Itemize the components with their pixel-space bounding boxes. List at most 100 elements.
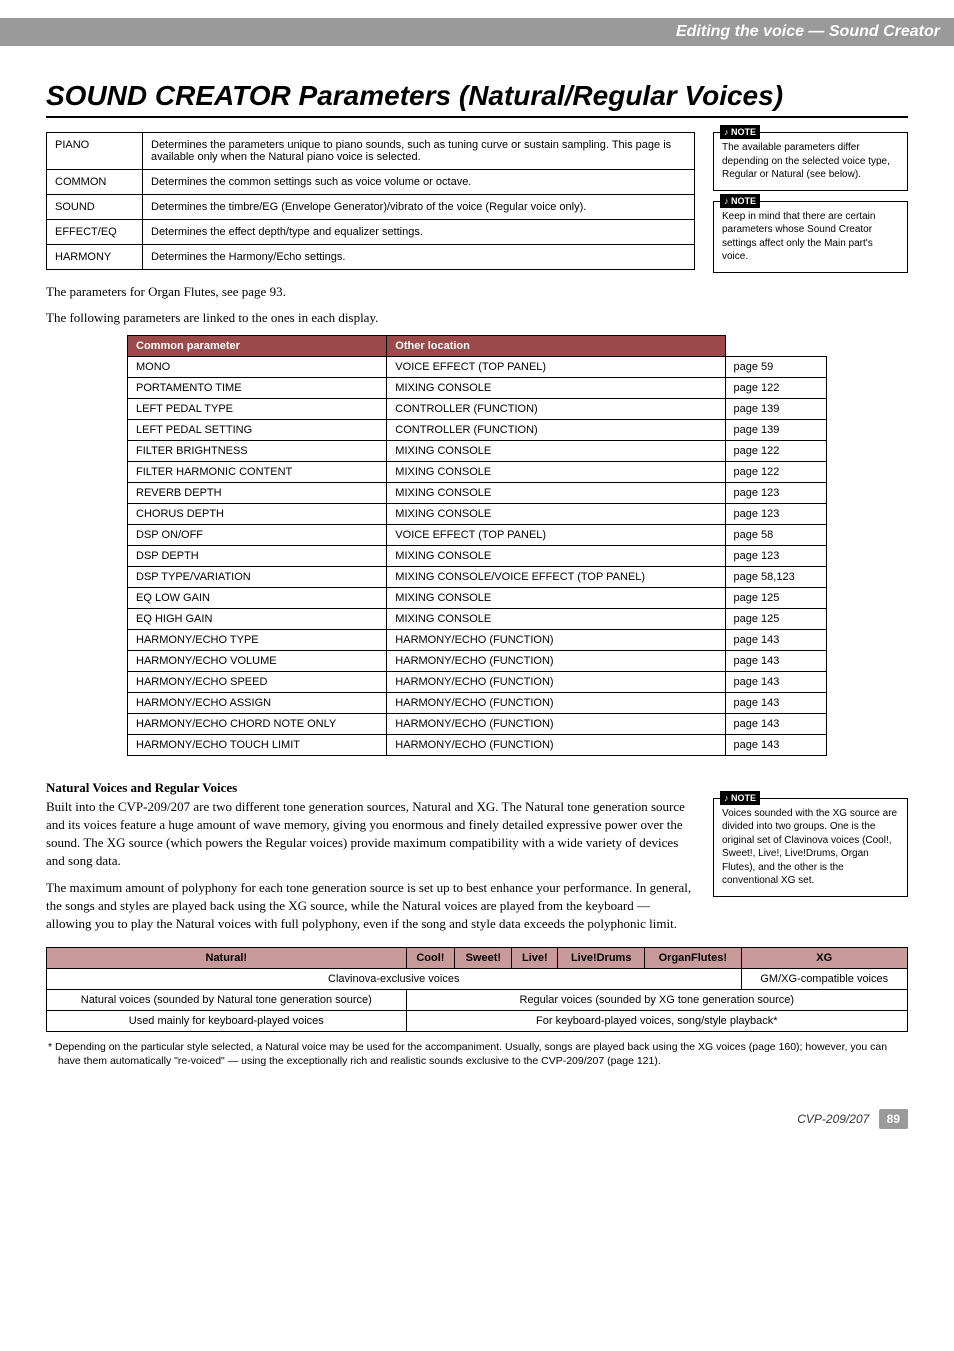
page-number: 89 <box>879 1109 908 1129</box>
linked-param: DSP ON/OFF <box>128 524 387 545</box>
voices-cell: For keyboard-played voices, song/style p… <box>406 1011 907 1032</box>
natural-body-1: Built into the CVP-209/207 are two diffe… <box>46 798 695 871</box>
linked-location: HARMONY/ECHO (FUNCTION) <box>387 713 725 734</box>
linked-table-header-blank <box>725 335 826 356</box>
linked-location: MIXING CONSOLE <box>387 503 725 524</box>
linked-param: LEFT PEDAL SETTING <box>128 419 387 440</box>
linked-page: page 143 <box>725 671 826 692</box>
voices-header: Sweet! <box>455 948 512 969</box>
linked-location: HARMONY/ECHO (FUNCTION) <box>387 692 725 713</box>
linked-table-header: Common parameter <box>128 335 387 356</box>
linked-page: page 122 <box>725 461 826 482</box>
linked-param: HARMONY/ECHO TOUCH LIMIT <box>128 734 387 755</box>
linked-page: page 125 <box>725 608 826 629</box>
linked-page: page 139 <box>725 398 826 419</box>
voices-header: Live!Drums <box>558 948 645 969</box>
note-text-3: Voices sounded with the XG source are di… <box>722 808 897 887</box>
linked-param: LEFT PEDAL TYPE <box>128 398 387 419</box>
linked-param: REVERB DEPTH <box>128 482 387 503</box>
voices-cell: Used mainly for keyboard-played voices <box>47 1011 407 1032</box>
linked-param: PORTAMENTO TIME <box>128 377 387 398</box>
linked-page: page 139 <box>725 419 826 440</box>
section-header: Editing the voice — Sound Creator <box>0 18 954 46</box>
natural-body-2: The maximum amount of polyphony for each… <box>46 879 695 934</box>
voices-header: OrganFlutes! <box>645 948 741 969</box>
note-box-3: NOTE Voices sounded with the XG source a… <box>713 798 908 897</box>
voices-cell: Regular voices (sounded by XG tone gener… <box>406 990 907 1011</box>
param-category: PIANO <box>47 133 143 170</box>
body-text-organ: The parameters for Organ Flutes, see pag… <box>46 283 908 301</box>
linked-parameters-table: Common parameter Other location MONOVOIC… <box>127 335 827 756</box>
linked-page: page 123 <box>725 482 826 503</box>
page-footer: CVP-209/207 89 <box>46 1109 908 1129</box>
voices-cell: GM/XG-compatible voices <box>741 969 908 990</box>
voices-cell: Clavinova-exclusive voices <box>47 969 742 990</box>
param-category: HARMONY <box>47 245 143 270</box>
note-box-1: NOTE The available parameters differ dep… <box>713 132 908 191</box>
linked-page: page 125 <box>725 587 826 608</box>
linked-param: EQ HIGH GAIN <box>128 608 387 629</box>
linked-location: HARMONY/ECHO (FUNCTION) <box>387 629 725 650</box>
main-title: SOUND CREATOR Parameters (Natural/Regula… <box>46 80 908 118</box>
linked-page: page 59 <box>725 356 826 377</box>
note-text-2: Keep in mind that there are certain para… <box>722 211 875 263</box>
linked-location: MIXING CONSOLE <box>387 482 725 503</box>
linked-page: page 123 <box>725 503 826 524</box>
linked-param: FILTER BRIGHTNESS <box>128 440 387 461</box>
voices-cell: Natural voices (sounded by Natural tone … <box>47 990 407 1011</box>
param-category: EFFECT/EQ <box>47 220 143 245</box>
linked-location: MIXING CONSOLE <box>387 377 725 398</box>
linked-param: FILTER HARMONIC CONTENT <box>128 461 387 482</box>
linked-location: CONTROLLER (FUNCTION) <box>387 419 725 440</box>
linked-location: MIXING CONSOLE <box>387 608 725 629</box>
note-label-icon: NOTE <box>720 791 760 805</box>
linked-location: VOICE EFFECT (TOP PANEL) <box>387 524 725 545</box>
linked-location: MIXING CONSOLE/VOICE EFFECT (TOP PANEL) <box>387 566 725 587</box>
linked-location: HARMONY/ECHO (FUNCTION) <box>387 650 725 671</box>
linked-page: page 122 <box>725 377 826 398</box>
linked-location: MIXING CONSOLE <box>387 461 725 482</box>
linked-page: page 58 <box>725 524 826 545</box>
linked-location: CONTROLLER (FUNCTION) <box>387 398 725 419</box>
parameter-category-table: PIANODetermines the parameters unique to… <box>46 132 695 270</box>
note-box-2: NOTE Keep in mind that there are certain… <box>713 201 908 273</box>
voices-comparison-table: Natural!Cool!Sweet!Live!Live!DrumsOrganF… <box>46 947 908 1032</box>
linked-param: CHORUS DEPTH <box>128 503 387 524</box>
footer-model: CVP-209/207 <box>797 1112 869 1126</box>
linked-page: page 143 <box>725 692 826 713</box>
linked-table-header: Other location <box>387 335 725 356</box>
linked-param: EQ LOW GAIN <box>128 587 387 608</box>
linked-location: MIXING CONSOLE <box>387 440 725 461</box>
linked-page: page 123 <box>725 545 826 566</box>
linked-param: HARMONY/ECHO TYPE <box>128 629 387 650</box>
linked-param: HARMONY/ECHO ASSIGN <box>128 692 387 713</box>
linked-page: page 143 <box>725 650 826 671</box>
linked-param: DSP DEPTH <box>128 545 387 566</box>
param-category: SOUND <box>47 195 143 220</box>
linked-location: MIXING CONSOLE <box>387 545 725 566</box>
voices-header: Live! <box>512 948 558 969</box>
param-desc: Determines the parameters unique to pian… <box>143 133 695 170</box>
footnote: * Depending on the particular style sele… <box>46 1040 908 1068</box>
param-category: COMMON <box>47 170 143 195</box>
param-desc: Determines the effect depth/type and equ… <box>143 220 695 245</box>
param-desc: Determines the timbre/EG (Envelope Gener… <box>143 195 695 220</box>
note-text-1: The available parameters differ dependin… <box>722 142 890 180</box>
voices-header: Cool! <box>406 948 455 969</box>
linked-page: page 58,123 <box>725 566 826 587</box>
voices-header: Natural! <box>47 948 407 969</box>
linked-location: VOICE EFFECT (TOP PANEL) <box>387 356 725 377</box>
linked-location: HARMONY/ECHO (FUNCTION) <box>387 671 725 692</box>
linked-param: MONO <box>128 356 387 377</box>
linked-param: HARMONY/ECHO SPEED <box>128 671 387 692</box>
linked-location: MIXING CONSOLE <box>387 587 725 608</box>
linked-param: HARMONY/ECHO CHORD NOTE ONLY <box>128 713 387 734</box>
linked-page: page 143 <box>725 734 826 755</box>
natural-voices-heading: Natural Voices and Regular Voices <box>46 780 695 796</box>
note-label-icon: NOTE <box>720 125 760 139</box>
linked-param: DSP TYPE/VARIATION <box>128 566 387 587</box>
linked-page: page 143 <box>725 713 826 734</box>
body-text-linked: The following parameters are linked to t… <box>46 309 908 327</box>
linked-page: page 122 <box>725 440 826 461</box>
param-desc: Determines the Harmony/Echo settings. <box>143 245 695 270</box>
